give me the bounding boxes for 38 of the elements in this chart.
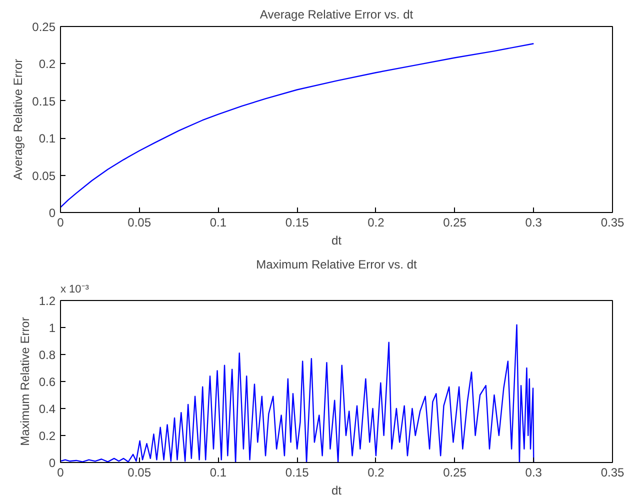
x-tick-label: 0.1 xyxy=(210,466,227,480)
y-tick-label: 0.25 xyxy=(32,20,56,34)
x-tick-label: 0.05 xyxy=(128,466,152,480)
y-tick-label: 0.05 xyxy=(32,168,56,183)
x-tick-label: 0 xyxy=(57,216,64,230)
x-tick-label: 0.15 xyxy=(285,216,310,230)
chart-title: Maximum Relative Error vs. dt xyxy=(256,258,418,272)
x-tick-label: 0.25 xyxy=(443,216,467,230)
x-axis-title: dt xyxy=(331,484,342,498)
y-tick-label: 0.6 xyxy=(38,375,56,389)
y-tick-label: 0.8 xyxy=(38,348,56,362)
chart-title: Average Relative Error vs. dt xyxy=(260,8,414,22)
x-tick-label: 0.2 xyxy=(368,216,385,230)
y-tick-label: 0 xyxy=(48,206,56,220)
x-tick-label: 0 xyxy=(57,466,64,480)
x-tick-label: 0.3 xyxy=(525,466,542,480)
y-tick-label: 0.4 xyxy=(38,402,56,416)
y-tick-label: 0.2 xyxy=(38,429,56,443)
y-axis-title: Average Relative Error xyxy=(11,58,26,180)
text: x 10⁻³ xyxy=(60,284,90,296)
x-tick-label: 0.3 xyxy=(525,216,542,230)
x-tick-label: 0.35 xyxy=(600,466,625,480)
x-axis-title: dt xyxy=(331,234,342,248)
y-tick-label: 0 xyxy=(48,456,56,470)
x-tick-label: 0.15 xyxy=(285,466,310,480)
y-tick-label: 1 xyxy=(48,321,56,335)
y-tick-label: 1.2 xyxy=(38,294,56,308)
y-tick-label: 0.1 xyxy=(38,132,56,146)
line-series xyxy=(60,43,534,208)
x-tick-label: 0.2 xyxy=(368,466,385,480)
x-tick-label: 0.1 xyxy=(210,216,227,230)
x-tick-label: 0.35 xyxy=(600,216,625,230)
y-axis-title: Maximum Relative Error xyxy=(18,317,32,446)
line-series xyxy=(60,324,534,462)
x-tick-label: 0.05 xyxy=(128,216,152,230)
y-tick-label: 0.2 xyxy=(38,57,56,72)
y-tick-label: 0.15 xyxy=(32,94,56,108)
x-tick-label: 0.25 xyxy=(443,466,467,480)
